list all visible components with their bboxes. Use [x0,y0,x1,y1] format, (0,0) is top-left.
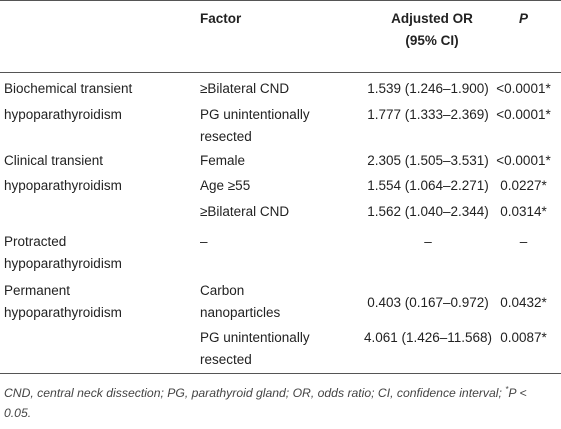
row-factor: PG unintentionally [200,330,310,345]
row-outcome: Clinical transient [4,153,104,168]
table-footnote: CND, central neck dissection; PG, parath… [4,383,557,423]
header-rule [0,72,561,73]
row-p: <0.0001* [496,107,551,122]
table-top-rule [0,0,561,1]
row-or: 4.061 (1.426–11.568) [363,330,493,345]
header-p: P [518,11,528,26]
row-outcome: hypoparathyroidism [4,178,122,193]
row-or: 1.539 (1.246–1.900) [367,81,489,96]
row-factor: resected [200,352,252,367]
row-or: 0.403 (0.167–0.972) [367,295,489,310]
row-p: – [519,234,528,249]
row-factor: ≥Bilateral CND [200,204,290,219]
row-p: 0.0314* [500,204,547,219]
table-bottom-rule [0,373,561,374]
row-p: <0.0001* [496,153,551,168]
header-factor: Factor [200,11,242,26]
row-p: 0.0227* [500,178,547,193]
row-factor: nanoparticles [200,305,281,320]
row-p: 0.0432* [500,295,547,310]
row-outcome: Biochemical transient [4,81,133,96]
footnote-sup: * [505,384,509,394]
row-factor: ≥Bilateral CND [200,81,290,96]
row-outcome: hypoparathyroidism [4,305,122,320]
header-or-line2: (95% CI) [405,33,459,48]
row-or: 1.777 (1.333–2.369) [367,107,489,122]
row-outcome: Protracted [4,234,67,249]
row-p: <0.0001* [496,81,551,96]
row-p: 0.0087* [500,330,547,345]
row-or: 1.554 (1.064–2.271) [367,178,489,193]
row-factor: resected [200,129,252,144]
row-factor: PG unintentionally [200,107,310,122]
row-outcome: hypoparathyroidism [4,107,122,122]
row-outcome: hypoparathyroidism [4,256,122,271]
footnote-tail: P < 0.05. [4,386,527,420]
row-factor: Carbon [200,283,245,298]
row-or: 1.562 (1.040–2.344) [367,204,489,219]
footnote-text: CND, central neck dissection; PG, parath… [4,386,502,400]
row-or: – [424,234,432,249]
row-factor: – [200,234,208,249]
row-outcome: Permanent [4,283,71,298]
row-factor: Age ≥55 [200,178,251,193]
row-or: 2.305 (1.505–3.531) [367,153,489,168]
row-factor: Female [200,153,246,168]
header-or-line1: Adjusted OR [391,11,473,26]
